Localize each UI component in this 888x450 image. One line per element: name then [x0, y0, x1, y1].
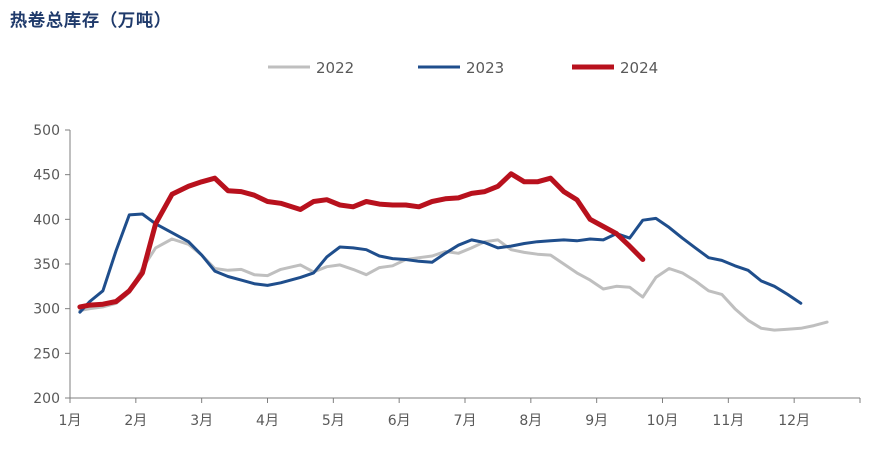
series-layer	[77, 171, 829, 332]
series-line-2023	[78, 212, 803, 314]
x-tick-label: 5月	[322, 413, 345, 429]
series-line-2022	[78, 237, 829, 332]
y-tick-label: 350	[33, 257, 60, 273]
y-tick-label: 500	[33, 123, 60, 139]
x-tick-label: 11月	[712, 413, 744, 429]
chart-title: 热卷总库存（万吨）	[10, 11, 172, 31]
chart-legend: 2022 2023 2024	[268, 59, 658, 77]
x-tick-label: 6月	[388, 413, 411, 429]
chart-axes: 200 250 300 350 400 450 500 1月 2月 3月 4月 5月 6月 7月 8月 9月 1…	[33, 123, 861, 429]
x-tick-label: 4月	[256, 413, 279, 429]
x-tick-label: 1月	[59, 413, 82, 429]
y-tick-label: 450	[33, 168, 60, 184]
y-tick-label: 200	[33, 391, 60, 407]
series-line-2024	[77, 171, 646, 310]
y-tick-label: 300	[33, 302, 60, 318]
y-tick-label: 400	[33, 212, 60, 228]
y-tick-label: 250	[33, 346, 60, 362]
legend-label-2024: 2024	[620, 59, 658, 77]
x-tick-label: 9月	[585, 413, 608, 429]
x-tick-label: 2月	[124, 413, 147, 429]
x-tick-label: 3月	[190, 413, 213, 429]
legend-label-2022: 2022	[316, 59, 354, 77]
x-tick-label: 12月	[778, 413, 810, 429]
x-tick-label: 10月	[647, 413, 679, 429]
legend-label-2023: 2023	[466, 59, 504, 77]
x-tick-label: 7月	[454, 413, 477, 429]
x-tick-label: 8月	[519, 413, 542, 429]
